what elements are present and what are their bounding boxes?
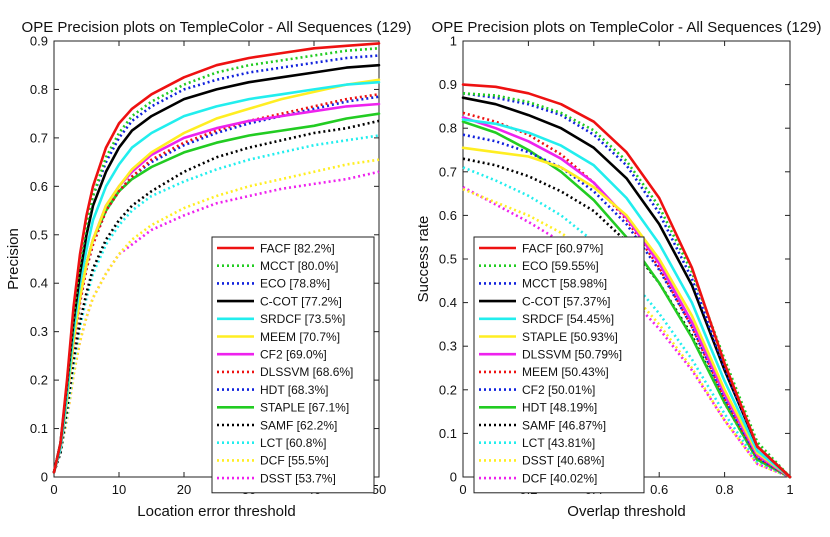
series-line-1 (52, 42, 381, 474)
y-tick-label: 0.6 (30, 179, 48, 194)
legend-box (473, 236, 645, 494)
x-tick-label: 0.8 (716, 482, 734, 497)
legend-entry: LCT [43.81%] (522, 436, 595, 450)
y-axis-label: Success rate (415, 216, 432, 303)
x-tick-label: 0 (50, 482, 57, 497)
x-tick-label: 0.6 (650, 482, 668, 497)
y-tick-label: 0 (41, 470, 48, 485)
legend-entry: MCCT [58.98%] (522, 277, 607, 291)
legend-entry: CF2 [50.01%] (522, 383, 595, 397)
y-tick-label: 0.7 (30, 130, 48, 145)
x-tick-label: 0 (459, 482, 466, 497)
x-tick-label: 10 (112, 482, 126, 497)
y-tick-label: 0.2 (439, 382, 457, 397)
series-line-6 (461, 146, 792, 479)
legend-entry: HDT [68.3%] (260, 383, 328, 397)
y-tick-label: 0.2 (30, 373, 48, 388)
y-tick-label: 0.3 (30, 324, 48, 339)
series-line-5 (461, 118, 792, 479)
series-line-8 (52, 93, 380, 473)
y-tick-label: 0.1 (30, 421, 48, 436)
y-tick-label: 0.5 (439, 252, 457, 267)
legend-entry: DLSSVM [50.79%] (522, 348, 622, 362)
y-tick-label: 0.1 (439, 426, 457, 441)
legend-entry: LCT [60.8%] (260, 436, 326, 450)
series-line-13 (462, 187, 791, 479)
series-lines (52, 42, 381, 474)
legend-entry: MEEM [70.7%] (260, 330, 340, 344)
legend-entry: SRDCF [73.5%] (260, 312, 345, 326)
y-tick-label: 0.5 (30, 227, 48, 242)
series-line-3 (462, 92, 791, 478)
x-axis-label: Location error threshold (137, 503, 295, 520)
y-tick-label: 0.9 (30, 34, 48, 49)
legend-entry: CF2 [69.0%] (260, 348, 327, 362)
y-tick-label: 0 (450, 470, 457, 485)
legend-entry: DCF [40.02%] (522, 471, 597, 485)
legend-entry: HDT [48.19%] (522, 401, 597, 415)
legend-entry: ECO [78.8%] (260, 277, 330, 291)
legend: FACF [82.2%] MCCT [80.0%] ECO [78.8%] C-COT… (211, 236, 375, 494)
series-line-4 (461, 96, 792, 479)
y-tick-label: 0.6 (439, 208, 457, 223)
legend-entry: DCF [55.5%] (260, 454, 329, 468)
series-line-11 (52, 119, 380, 473)
y-tick-label: 0.4 (30, 276, 48, 291)
legend-entry: DSST [40.68%] (522, 454, 605, 468)
legend-entry: STAPLE [50.93%] (522, 330, 618, 344)
legend-entry: SRDCF [54.45%] (522, 312, 614, 326)
y-tick-label: 0.8 (439, 121, 457, 136)
chart-1: OPE Precision plots on TempleColor - All… (5, 19, 411, 520)
legend-box (211, 236, 375, 494)
y-tick-label: 1 (450, 34, 457, 49)
legend-entry: FACF [60.97%] (522, 241, 603, 255)
series-line-7 (461, 116, 792, 479)
legend-entry: C-COT [77.2%] (260, 294, 342, 308)
series-line-2 (462, 92, 791, 478)
series-line-8 (462, 111, 791, 479)
x-axis-label: Overlap threshold (567, 503, 685, 520)
x-tick-label: 1 (786, 482, 793, 497)
legend-entry: DLSSVM [68.6%] (260, 365, 353, 379)
legend-entry: SAMF [46.87%] (522, 418, 606, 432)
chart-title: OPE Precision plots on TempleColor - All… (22, 19, 412, 36)
legend-entry: MCCT [80.0%] (260, 259, 338, 273)
legend-entry: SAMF [62.2%] (260, 418, 337, 432)
y-tick-label: 0.8 (30, 82, 48, 97)
x-tick-label: 20 (177, 482, 191, 497)
series-line-1 (461, 83, 792, 479)
y-tick-label: 0.9 (439, 77, 457, 92)
legend-entry: MEEM [50.43%] (522, 365, 609, 379)
legend-entry: FACF [82.2%] (260, 241, 335, 255)
legend-entry: C-COT [57.37%] (522, 294, 610, 308)
series-line-9 (462, 133, 791, 479)
legend: FACF [60.97%] ECO [59.55%] MCCT [58.98%] C-… (473, 236, 645, 494)
legend-entry: STAPLE [67.1%] (260, 401, 349, 415)
legend-entry: DSST [53.7%] (260, 471, 336, 485)
x-tick-label: 50 (372, 482, 386, 497)
chart-title: OPE Precision plots on TempleColor - All… (432, 19, 822, 36)
chart-2: OPE Precision plots on TempleColor - All… (415, 19, 821, 520)
y-tick-label: 0.4 (439, 295, 457, 310)
y-tick-label: 0.3 (439, 339, 457, 354)
legend-entry: ECO [59.55%] (522, 259, 599, 273)
y-tick-label: 0.7 (439, 164, 457, 179)
y-axis-label: Precision (5, 228, 22, 290)
